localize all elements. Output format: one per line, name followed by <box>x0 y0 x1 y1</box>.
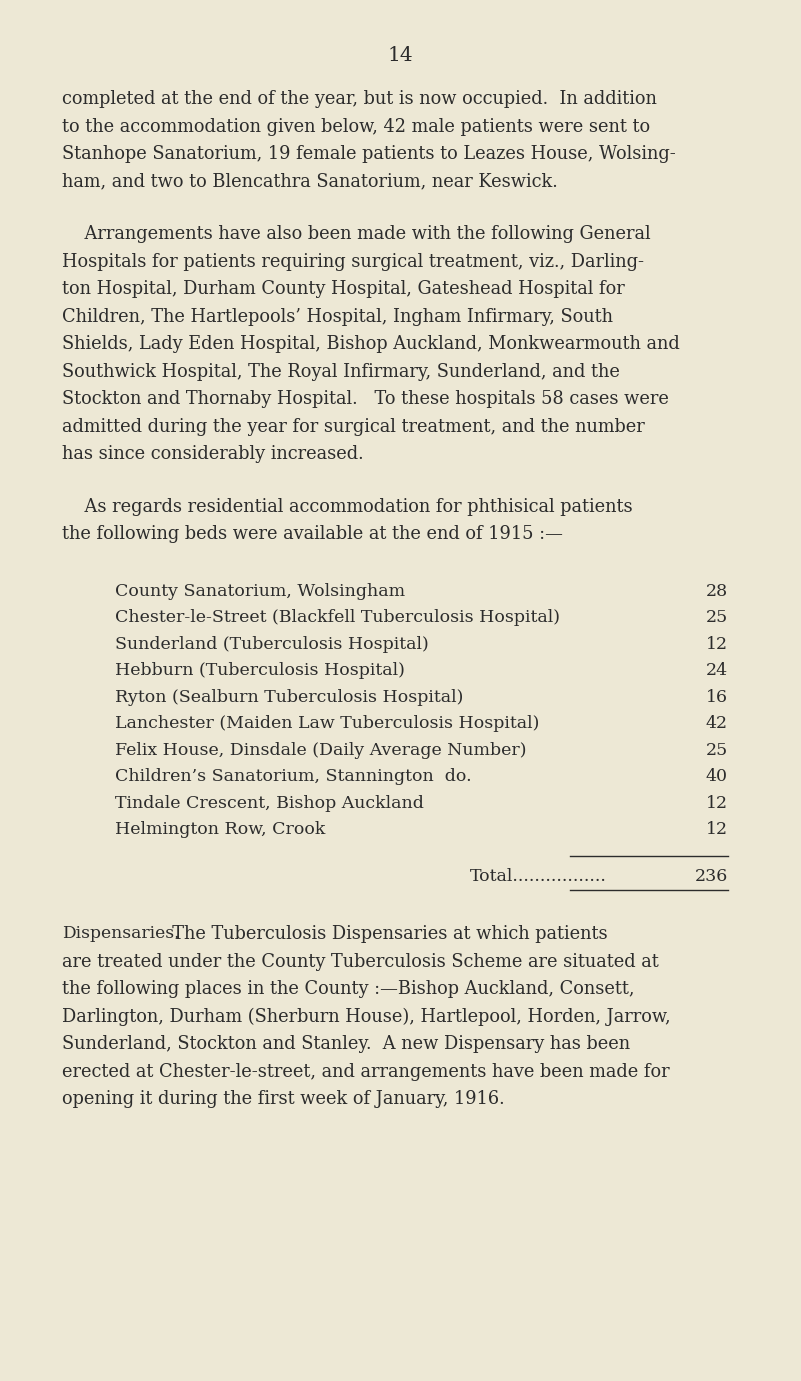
Text: 16: 16 <box>706 689 728 706</box>
Text: ham, and two to Blencathra Sanatorium, near Keswick.: ham, and two to Blencathra Sanatorium, n… <box>62 173 557 191</box>
Text: County Sanatorium, Wolsingham: County Sanatorium, Wolsingham <box>115 583 405 599</box>
Text: Shields, Lady Eden Hospital, Bishop Auckland, Monkwearmouth and: Shields, Lady Eden Hospital, Bishop Auck… <box>62 336 680 354</box>
Text: Ryton (Sealburn Tuberculosis Hospital): Ryton (Sealburn Tuberculosis Hospital) <box>115 689 463 706</box>
Text: 12: 12 <box>706 794 728 812</box>
Text: Hebburn (Tuberculosis Hospital): Hebburn (Tuberculosis Hospital) <box>115 661 405 679</box>
Text: admitted during the year for surgical treatment, and the number: admitted during the year for surgical tr… <box>62 417 645 435</box>
Text: 12: 12 <box>706 635 728 652</box>
Text: 14: 14 <box>388 46 413 65</box>
Text: 25: 25 <box>706 742 728 758</box>
Text: Southwick Hospital, The Royal Infirmary, Sunderland, and the: Southwick Hospital, The Royal Infirmary,… <box>62 362 620 381</box>
Text: the following places in the County :—Bishop Auckland, Consett,: the following places in the County :—Bis… <box>62 981 634 998</box>
Text: Sunderland (Tuberculosis Hospital): Sunderland (Tuberculosis Hospital) <box>115 635 429 652</box>
Text: Stanhope Sanatorium, 19 female patients to Leazes House, Wolsing-: Stanhope Sanatorium, 19 female patients … <box>62 145 676 163</box>
Text: Darlington, Durham (Sherburn House), Hartlepool, Horden, Jarrow,: Darlington, Durham (Sherburn House), Har… <box>62 1008 670 1026</box>
Text: 28: 28 <box>706 583 728 599</box>
Text: Children’s Sanatorium, Stannington  do.: Children’s Sanatorium, Stannington do. <box>115 768 472 784</box>
Text: The Tuberculosis Dispensaries at which patients: The Tuberculosis Dispensaries at which p… <box>161 925 608 943</box>
Text: Tindale Crescent, Bishop Auckland: Tindale Crescent, Bishop Auckland <box>115 794 424 812</box>
Text: 42: 42 <box>706 715 728 732</box>
Text: 40: 40 <box>706 768 728 784</box>
Text: 236: 236 <box>694 867 728 884</box>
Text: Helmington Row, Crook: Helmington Row, Crook <box>115 820 325 838</box>
Text: 25: 25 <box>706 609 728 626</box>
Text: Arrangements have also been made with the following General: Arrangements have also been made with th… <box>62 225 650 243</box>
Text: Hospitals for patients requiring surgical treatment, viz., Darling-: Hospitals for patients requiring surgica… <box>62 253 644 271</box>
Text: 24: 24 <box>706 661 728 679</box>
Text: Sunderland, Stockton and Stanley.  A new Dispensary has been: Sunderland, Stockton and Stanley. A new … <box>62 1034 630 1054</box>
Text: Dispensaries.: Dispensaries. <box>62 925 179 942</box>
Text: to the accommodation given below, 42 male patients were sent to: to the accommodation given below, 42 mal… <box>62 117 650 135</box>
Text: completed at the end of the year, but is now occupied.  In addition: completed at the end of the year, but is… <box>62 90 657 108</box>
Text: Total.................: Total................. <box>470 867 607 884</box>
Text: opening it during the first week of January, 1916.: opening it during the first week of Janu… <box>62 1090 505 1108</box>
Text: Lanchester (Maiden Law Tuberculosis Hospital): Lanchester (Maiden Law Tuberculosis Hosp… <box>115 715 539 732</box>
Text: Stockton and Thornaby Hospital.   To these hospitals 58 cases were: Stockton and Thornaby Hospital. To these… <box>62 389 669 407</box>
Text: the following beds were available at the end of 1915 :—: the following beds were available at the… <box>62 525 563 543</box>
Text: Children, The Hartlepools’ Hospital, Ingham Infirmary, South: Children, The Hartlepools’ Hospital, Ing… <box>62 308 613 326</box>
Text: are treated under the County Tuberculosis Scheme are situated at: are treated under the County Tuberculosi… <box>62 953 658 971</box>
Text: 12: 12 <box>706 820 728 838</box>
Text: As regards residential accommodation for phthisical patients: As regards residential accommodation for… <box>62 497 633 515</box>
Text: ton Hospital, Durham County Hospital, Gateshead Hospital for: ton Hospital, Durham County Hospital, Ga… <box>62 280 625 298</box>
Text: erected at Chester-le-street, and arrangements have been made for: erected at Chester-le-street, and arrang… <box>62 1062 670 1080</box>
Text: has since considerably increased.: has since considerably increased. <box>62 445 364 463</box>
Text: Felix House, Dinsdale (Daily Average Number): Felix House, Dinsdale (Daily Average Num… <box>115 742 526 758</box>
Text: Chester-le-Street (Blackfell Tuberculosis Hospital): Chester-le-Street (Blackfell Tuberculosi… <box>115 609 560 626</box>
